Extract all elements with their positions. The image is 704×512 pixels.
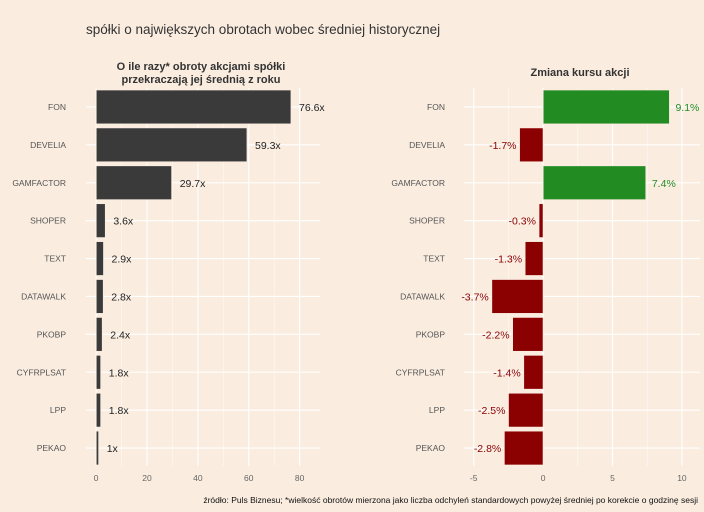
right-bar xyxy=(524,241,544,276)
left-x-tick-label: 40 xyxy=(193,473,203,483)
left-value-label: 1.8x xyxy=(109,367,130,379)
right-value-label: -1.3% xyxy=(495,254,522,266)
right-category-label: FON xyxy=(427,102,445,112)
left-value-label: 59.3x xyxy=(255,140,281,152)
right-value-label: -1.4% xyxy=(493,367,520,379)
right-x-tick-label: -5 xyxy=(470,473,478,483)
left-category-label: LPP xyxy=(50,405,66,415)
left-bar xyxy=(95,241,104,276)
right-bar xyxy=(523,354,544,390)
left-category-label: GAMFACTOR xyxy=(12,178,66,188)
right-value-label: -0.3% xyxy=(509,216,536,228)
right-bar xyxy=(542,89,670,125)
chart-title: spółki o największych obrotach wobec śre… xyxy=(86,22,441,37)
right-value-label: -2.8% xyxy=(474,443,501,455)
right-bar xyxy=(519,127,544,163)
right-category-label: PKOBP xyxy=(416,329,446,339)
right-x-tick-label: 0 xyxy=(541,473,546,483)
right-bar xyxy=(508,392,544,428)
right-panel-title-line1: Zmiana kursu akcji xyxy=(530,67,630,79)
left-x-tick-label: 60 xyxy=(244,473,254,483)
right-value-label: 9.1% xyxy=(675,102,699,114)
left-bar xyxy=(95,89,292,125)
right-value-label: -1.7% xyxy=(489,140,516,152)
right-category-label: SHOPER xyxy=(409,216,445,226)
left-category-label: TEXT xyxy=(44,254,66,264)
right-x-tick-label: 10 xyxy=(677,473,687,483)
left-bar xyxy=(95,430,100,466)
right-bar xyxy=(542,165,647,201)
left-value-label: 2.9x xyxy=(112,254,133,266)
left-value-label: 1.8x xyxy=(109,405,130,417)
right-category-label: GAMFACTOR xyxy=(391,178,445,188)
right-value-label: -2.5% xyxy=(478,405,505,417)
right-category-label: PEKAO xyxy=(416,443,446,453)
left-value-label: 1x xyxy=(107,443,119,455)
right-x-tick-label: 5 xyxy=(610,473,615,483)
left-panel-title-line2: przekraczają jej średnią z roku xyxy=(121,74,281,86)
right-bar xyxy=(512,316,544,352)
right-category-label: DEVELIA xyxy=(409,140,445,150)
left-bar xyxy=(95,127,248,163)
right-value-label: 7.4% xyxy=(652,178,676,190)
left-value-label: 29.7x xyxy=(180,178,206,190)
left-value-label: 3.6x xyxy=(113,216,134,228)
source-note: źródło: Puls Biznesu; *wielkość obrotów … xyxy=(203,495,698,505)
right-panel-title: Zmiana kursu akcji xyxy=(480,67,680,80)
left-bar xyxy=(95,165,173,201)
left-category-label: PEKAO xyxy=(37,443,67,453)
right-category-label: CYFRPLSAT xyxy=(396,367,445,377)
right-bar xyxy=(491,279,544,314)
left-category-label: SHOPER xyxy=(30,216,66,226)
left-category-label: DEVELIA xyxy=(30,140,66,150)
left-panel-title: O ile razy* obroty akcjami spółki przekr… xyxy=(96,61,306,87)
right-value-label: -2.2% xyxy=(482,329,509,341)
right-bar xyxy=(503,430,544,466)
left-panel-title-line1: O ile razy* obroty akcjami spółki xyxy=(116,61,286,73)
right-category-label: DATAWALK xyxy=(400,291,445,301)
left-bar xyxy=(95,392,102,428)
left-category-label: PKOBP xyxy=(37,329,67,339)
left-bar xyxy=(95,316,103,352)
left-value-label: 2.4x xyxy=(110,329,131,341)
left-value-label: 76.6x xyxy=(299,102,325,114)
left-category-label: CYFRPLSAT xyxy=(17,367,66,377)
left-bar xyxy=(95,203,106,239)
right-category-label: LPP xyxy=(429,405,445,415)
right-bar xyxy=(538,203,544,239)
left-bar xyxy=(95,354,102,390)
left-x-tick-label: 0 xyxy=(94,473,99,483)
left-x-tick-label: 20 xyxy=(142,473,152,483)
left-value-label: 2.8x xyxy=(111,291,132,303)
right-category-label: TEXT xyxy=(423,254,445,264)
left-bar xyxy=(95,279,104,314)
left-category-label: DATAWALK xyxy=(21,291,66,301)
right-value-label: -3.7% xyxy=(461,291,488,303)
left-category-label: FON xyxy=(48,102,66,112)
left-x-tick-label: 80 xyxy=(295,473,305,483)
